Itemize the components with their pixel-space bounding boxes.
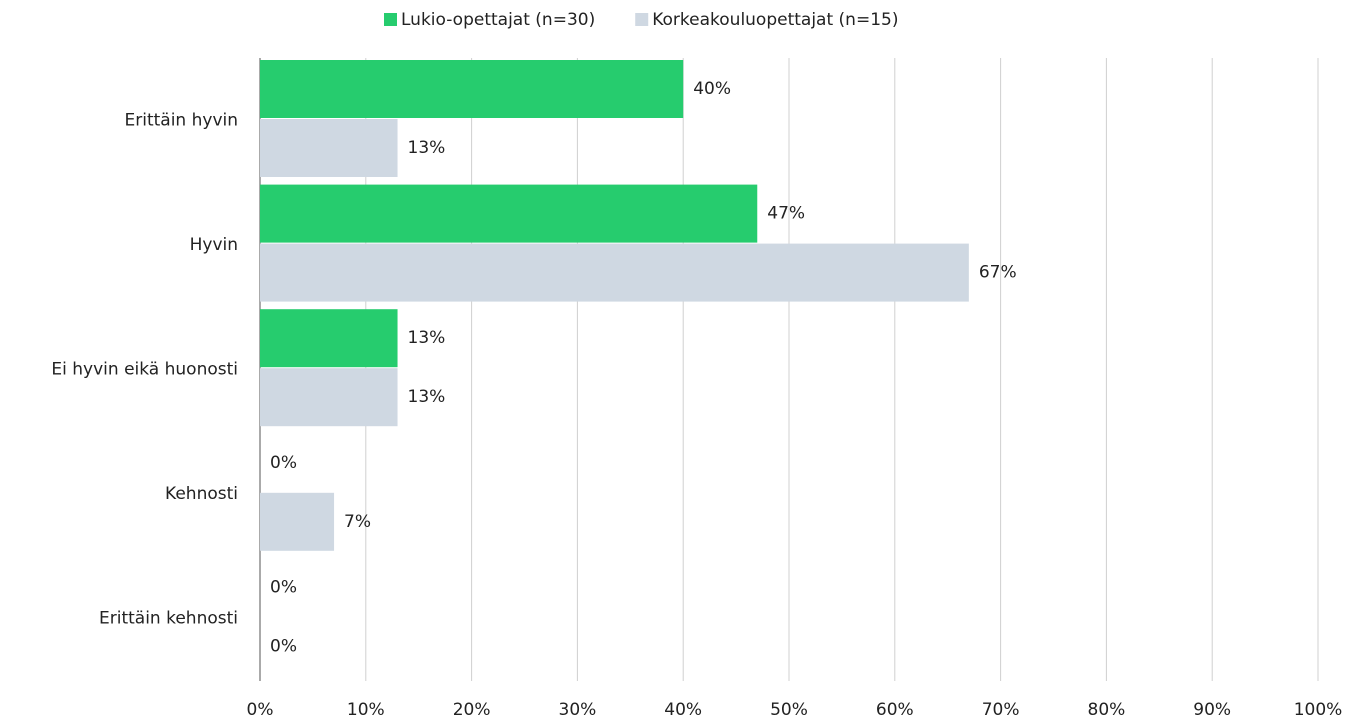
bar <box>260 184 758 243</box>
value-label: 13% <box>408 138 446 158</box>
bar <box>260 119 398 177</box>
x-tick-label: 40% <box>664 700 702 720</box>
bar <box>260 60 684 118</box>
value-label: 0% <box>270 636 297 656</box>
x-tick-label: 30% <box>559 700 597 720</box>
value-label: 40% <box>693 79 731 99</box>
legend-swatch <box>635 13 649 26</box>
x-tick-label: 10% <box>347 700 385 720</box>
x-tick-label: 60% <box>876 700 914 720</box>
x-tick-label: 70% <box>982 700 1020 720</box>
legend-swatch <box>384 13 397 26</box>
y-tick-label: Kehnosti <box>165 484 238 504</box>
bar <box>260 368 398 427</box>
value-label: 13% <box>408 328 446 348</box>
legend-label: Korkeakouluopettajat (n=15) <box>652 10 898 30</box>
x-tick-label: 90% <box>1193 700 1231 720</box>
value-label: 7% <box>344 512 371 532</box>
bar <box>260 243 969 302</box>
bar <box>260 492 335 551</box>
y-tick-label: Ei hyvin eikä huonosti <box>51 360 238 380</box>
y-tick-label: Erittäin kehnosti <box>99 609 238 629</box>
y-tick-label: Erittäin hyvin <box>125 110 239 130</box>
x-tick-label: 0% <box>247 700 274 720</box>
x-tick-label: 100% <box>1294 700 1343 720</box>
value-label: 0% <box>270 577 297 597</box>
value-label: 47% <box>767 204 805 224</box>
y-tick-label: Hyvin <box>190 235 238 255</box>
legend-label: Lukio-opettajat (n=30) <box>401 10 595 30</box>
value-label: 13% <box>408 387 446 407</box>
bar <box>260 309 398 368</box>
x-tick-label: 20% <box>453 700 491 720</box>
x-tick-label: 80% <box>1088 700 1126 720</box>
value-label: 67% <box>979 263 1017 283</box>
value-label: 0% <box>270 453 297 473</box>
x-tick-label: 50% <box>770 700 808 720</box>
